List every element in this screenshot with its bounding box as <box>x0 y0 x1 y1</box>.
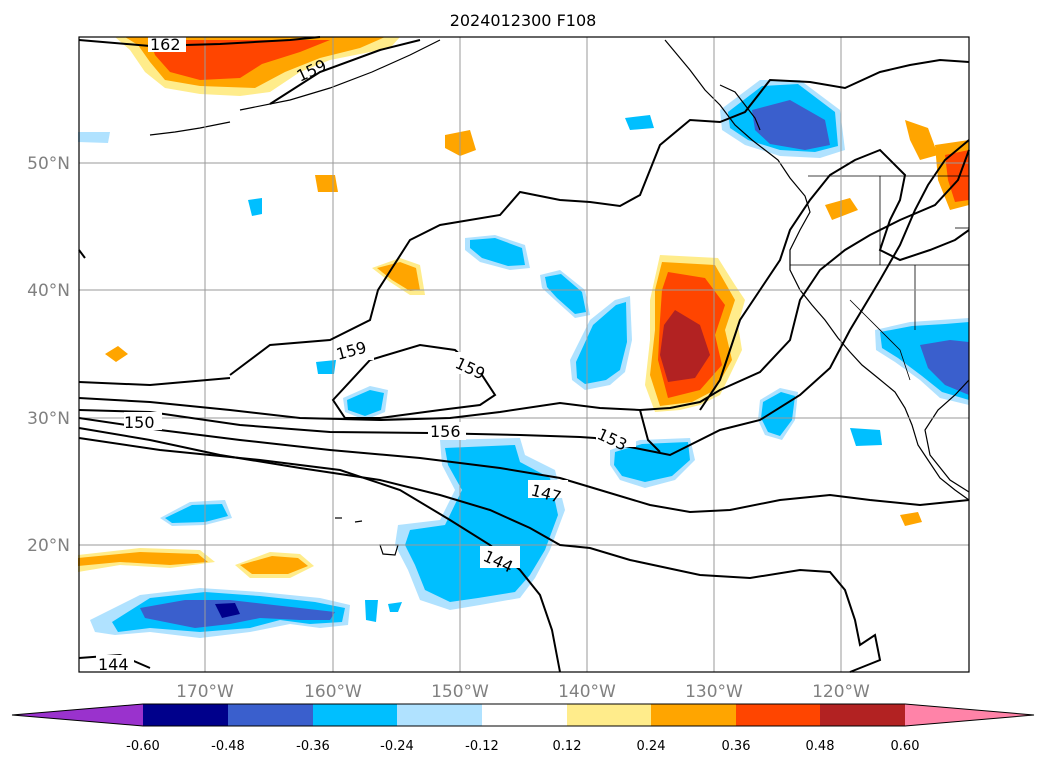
colorbar-tick-label: 0.60 <box>891 739 920 754</box>
colorbar: -0.60 -0.48 -0.36 -0.24 -0.12 0.12 0.24 … <box>11 703 1035 754</box>
colorbar-tick-label: 0.24 <box>637 739 666 754</box>
colorbar-tick-label: 0.36 <box>722 739 751 754</box>
contour-label: 144 <box>98 655 129 674</box>
colorbar-tick-label: 0.12 <box>553 739 582 754</box>
colorbar-tick-label: -0.12 <box>465 739 499 754</box>
colorbar-segment <box>313 704 397 726</box>
colorbar-segment <box>228 704 313 726</box>
lat-label: 50°N <box>27 154 70 174</box>
colorbar-segment <box>143 704 228 726</box>
colorbar-tick-label: -0.60 <box>126 739 160 754</box>
colorbar-extend-low <box>12 704 143 726</box>
lon-label: 130°W <box>685 682 743 702</box>
map-panel: 162 159 159 159 150 156 153 147 144 144 <box>78 34 970 674</box>
contour-label: 156 <box>430 422 461 441</box>
contour-label: 150 <box>124 413 155 432</box>
colorbar-segment <box>567 704 651 726</box>
colorbar-tick-label: -0.24 <box>380 739 414 754</box>
colorbar-tick-label: 0.48 <box>806 739 835 754</box>
height-contours <box>78 36 970 673</box>
lon-label: 170°W <box>176 682 234 702</box>
latitude-labels: 50°N 40°N 30°N 20°N <box>27 154 70 556</box>
colorbar-extend-high <box>905 704 1034 726</box>
colorbar-segment <box>482 704 567 726</box>
map-title: 2024012300 F108 <box>450 11 597 30</box>
contour-label: 162 <box>150 35 181 54</box>
lat-label: 30°N <box>27 409 70 429</box>
colorbar-segment <box>397 704 482 726</box>
lon-label: 120°W <box>812 682 870 702</box>
map-frame <box>78 36 970 673</box>
lat-label: 20°N <box>27 536 70 556</box>
colorbar-segment <box>820 704 905 726</box>
contour-labels: 162 159 159 159 150 156 153 147 144 144 <box>96 34 636 674</box>
colorbar-segment <box>736 704 820 726</box>
colorbar-segment <box>651 704 736 726</box>
longitude-labels: 170°W 160°W 150°W 140°W 130°W 120°W <box>176 682 870 702</box>
colorbar-tick-label: -0.48 <box>211 739 245 754</box>
lon-label: 160°W <box>304 682 362 702</box>
lon-label: 150°W <box>431 682 489 702</box>
colorbar-tick-label: -0.36 <box>296 739 330 754</box>
lon-label: 140°W <box>558 682 616 702</box>
lat-label: 40°N <box>27 281 70 301</box>
